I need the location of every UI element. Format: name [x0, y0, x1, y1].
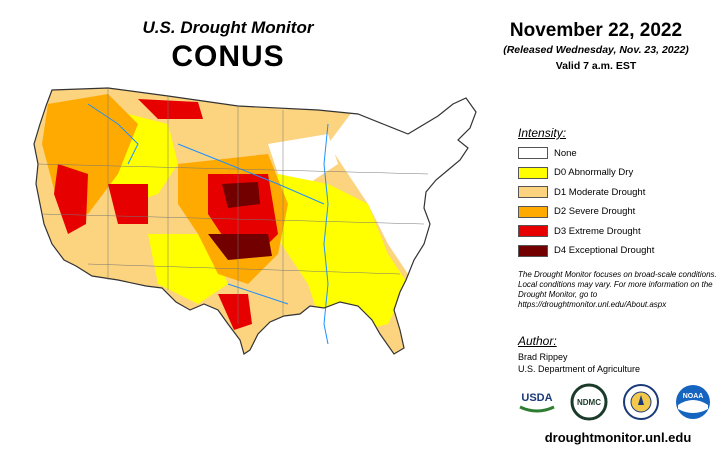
- legend-item: D1 Moderate Drought: [518, 185, 645, 199]
- ndmc-logo-ring: [570, 383, 608, 421]
- d4-region-nebraska: [222, 182, 260, 208]
- state-line: [87, 263, 401, 275]
- monitor-title: U.S. Drought Monitor: [142, 18, 314, 37]
- seal-emblem: [638, 395, 644, 405]
- legend-item: D0 Abnormally Dry: [518, 166, 633, 180]
- legend-label: D4 Exceptional Drought: [554, 245, 655, 256]
- legend-swatch: [518, 205, 548, 218]
- disclaimer-text: The Drought Monitor focuses on broad-sca…: [518, 270, 717, 309]
- partner-logos: USDA NDMC NOAA: [518, 383, 718, 425]
- d3-region-montana: [138, 99, 203, 119]
- release-date: (Released Wednesday, Nov. 23, 2022): [503, 44, 689, 56]
- legend-swatch: [518, 244, 548, 257]
- legend-item: D4 Exceptional Drought: [518, 244, 654, 258]
- ndmc-logo-text: NDMC: [577, 398, 601, 407]
- noaa-logo-wave: [678, 400, 708, 413]
- river-mississippi: [323, 123, 329, 345]
- legend-item: D3 Extreme Drought: [518, 224, 641, 238]
- author-organization: U.S. Department of Agriculture: [518, 364, 641, 374]
- legend-label: D1 Moderate Drought: [554, 186, 646, 198]
- d3-region-nevada: [108, 184, 148, 224]
- legend-swatch: [518, 147, 548, 159]
- state-lines: [37, 88, 429, 324]
- noaa-logo: NOAA: [676, 385, 710, 419]
- legend-item: D2 Severe Drought: [518, 205, 635, 219]
- legend-label: D3 Extreme Drought: [554, 225, 641, 237]
- author-name: Brad Rippey: [518, 352, 568, 362]
- d3-region-texas: [218, 294, 252, 330]
- rivers: [87, 103, 329, 345]
- legend-heading: Intensity:: [518, 126, 567, 140]
- state-line: [41, 213, 425, 225]
- d0-region-central: [268, 174, 408, 334]
- region-title: CONUS: [171, 40, 285, 73]
- legend-swatch: [518, 225, 548, 237]
- legend-label: D2 Severe Drought: [554, 206, 636, 217]
- river-missouri: [177, 143, 325, 205]
- noaa-logo-text: NOAA: [683, 393, 704, 400]
- drought-layers: [34, 88, 476, 354]
- river-columbia: [87, 103, 139, 165]
- commerce-seal-icon: [623, 384, 659, 420]
- legend-swatch: [518, 166, 548, 179]
- usda-logo-text: USDA: [521, 392, 552, 404]
- map-date: November 22, 2022: [509, 20, 683, 41]
- d3-region-california: [54, 164, 88, 234]
- ndmc-logo: NDMC: [570, 383, 608, 421]
- valid-time: Valid 7 a.m. EST: [555, 60, 637, 72]
- us-outline: [33, 87, 477, 355]
- none-region-north: [268, 134, 338, 184]
- legend-label: None: [554, 147, 577, 159]
- legend-label: D0 Abnormally Dry: [554, 167, 634, 178]
- author-heading: Author:: [518, 334, 557, 348]
- website-link[interactable]: droughtmonitor.unl.edu: [544, 430, 692, 445]
- state-line: [37, 163, 429, 175]
- usda-logo-swoosh: [519, 405, 555, 413]
- legend-swatch: [518, 186, 548, 198]
- legend-item: None: [518, 146, 577, 160]
- d4-region-oklahoma: [208, 234, 272, 260]
- usda-logo: USDA: [519, 392, 555, 413]
- drought-map: [33, 87, 477, 355]
